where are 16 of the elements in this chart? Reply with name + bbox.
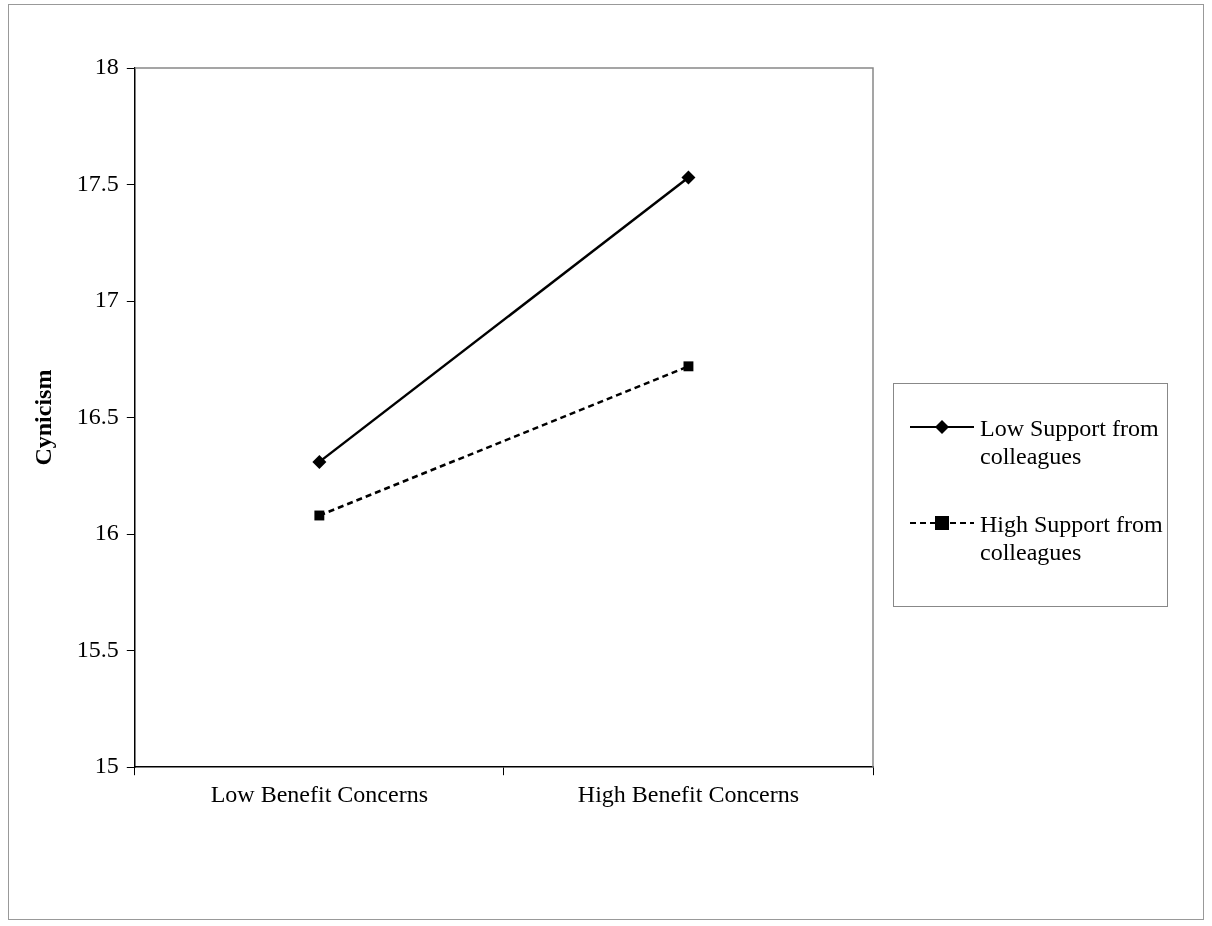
y-tick-label: 15 [94,752,119,779]
y-tick-label: 17.5 [76,169,119,196]
y-axis-title: Cynicism [29,369,56,466]
y-tick-label: 15.5 [76,635,119,662]
legend-label: Low Support from colleagues [980,414,1160,470]
y-tick-label: 16.5 [76,402,119,429]
point [681,170,696,185]
x-tick-label: High Benefit Concerns [577,780,800,807]
y-tick-label: 17 [94,286,119,313]
y-tick-label: 18 [94,53,119,80]
point [312,454,327,469]
point [683,361,694,372]
legend-label: High Support from colleagues [980,510,1164,566]
y-tick-label: 16 [94,519,119,546]
point [314,510,325,521]
x-tick-label: Low Benefit Concerns [210,780,428,807]
